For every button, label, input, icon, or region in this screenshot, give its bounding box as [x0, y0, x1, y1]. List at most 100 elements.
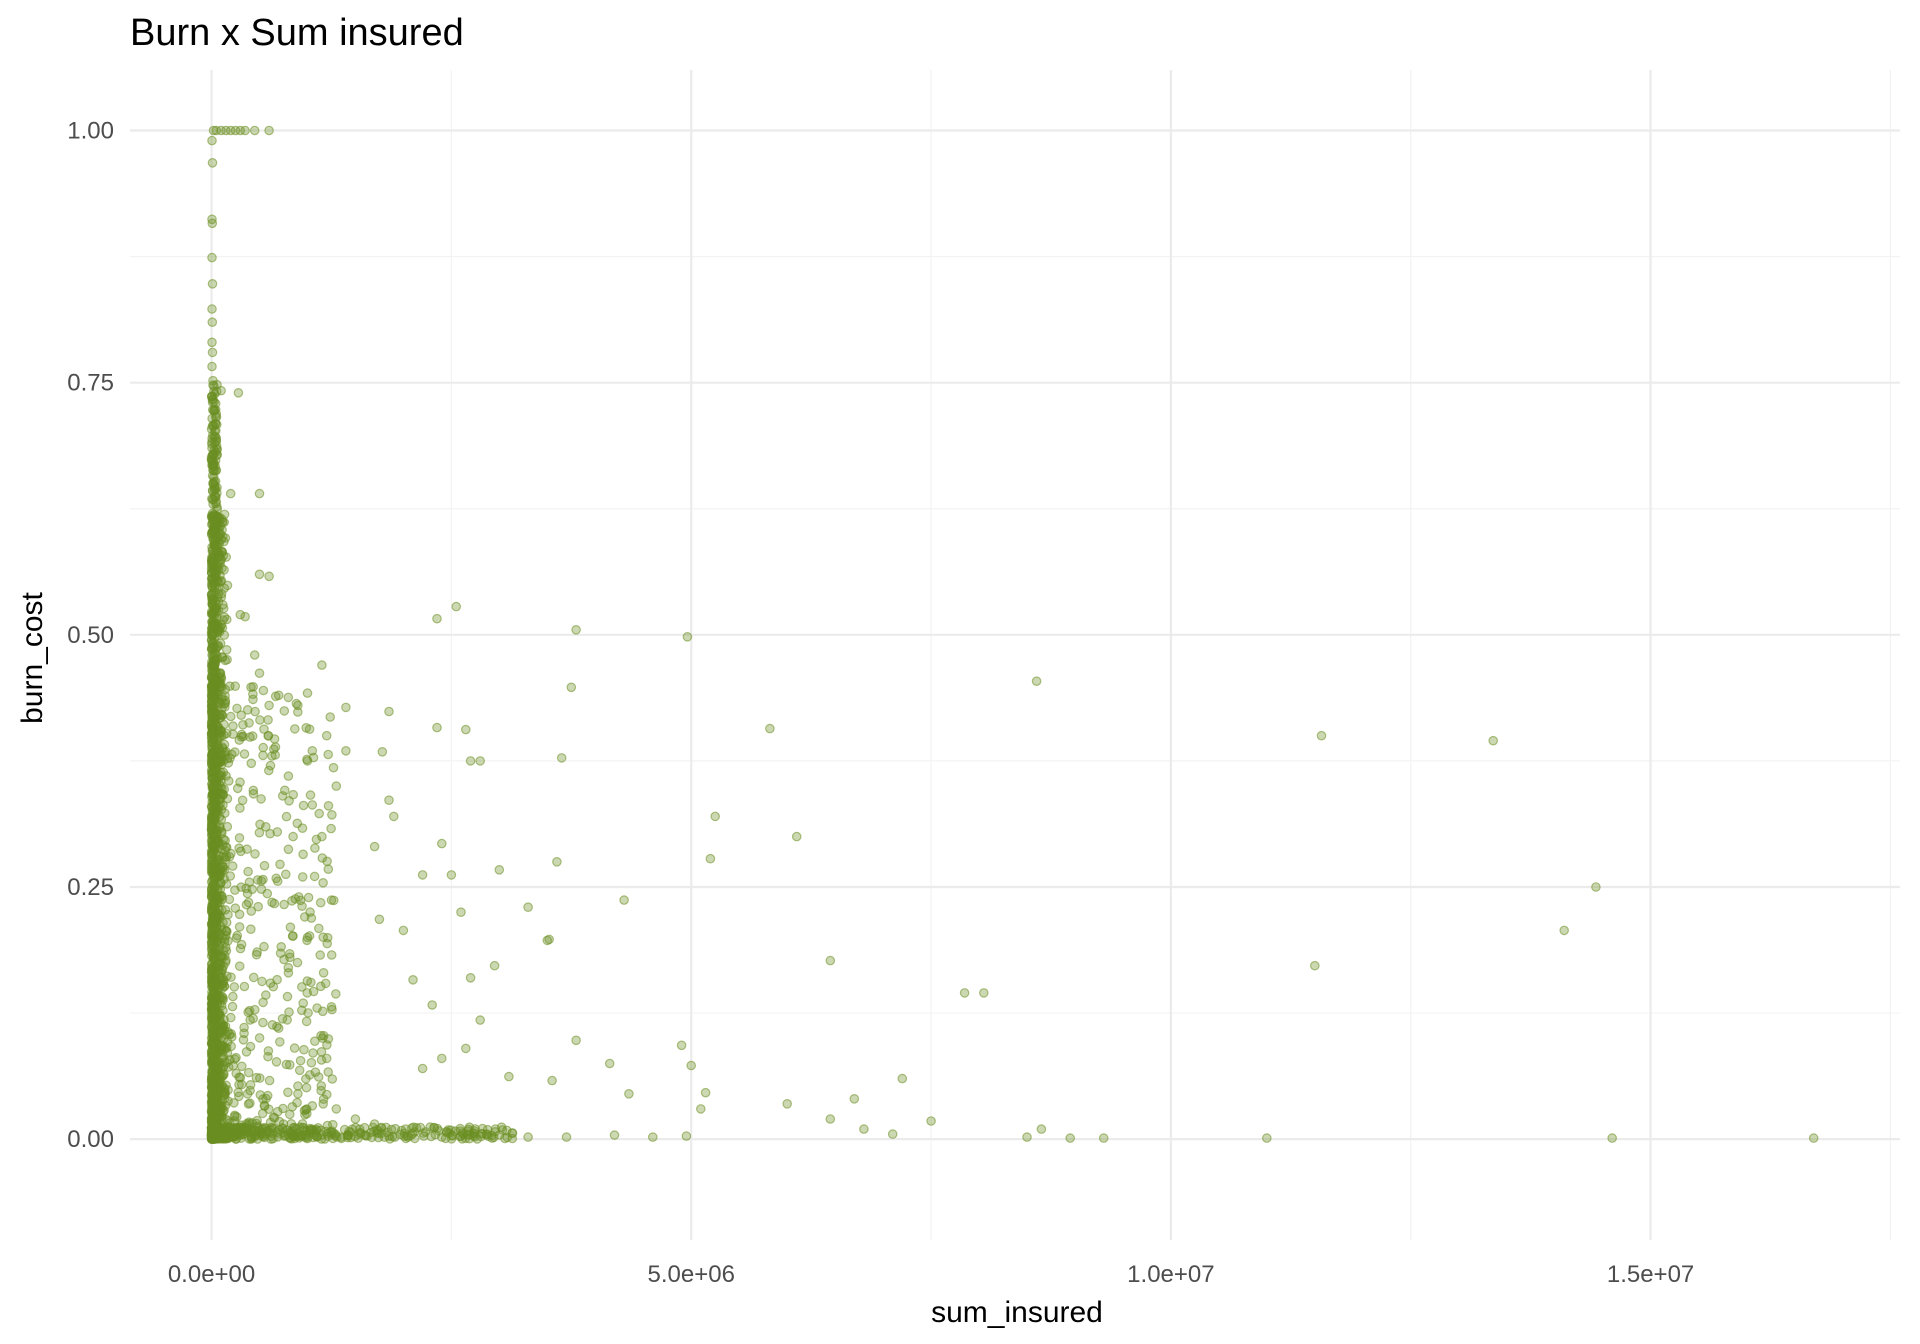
scatter-point	[408, 974, 418, 985]
scatter-point	[959, 988, 970, 998]
y-tick-label: 0.25	[67, 874, 114, 901]
scatter-point	[686, 1060, 696, 1071]
scatter-point	[336, 1133, 347, 1144]
scatter-point	[624, 1089, 634, 1099]
scatter-point	[248, 785, 259, 796]
scatter-point	[215, 668, 226, 678]
scatter-point	[207, 337, 217, 348]
scatter-point	[647, 1132, 658, 1142]
scatter-point	[233, 387, 244, 398]
scatter-point	[1065, 1133, 1075, 1143]
scatter-point	[216, 767, 226, 778]
scatter-point	[436, 1053, 447, 1064]
scatter-point	[507, 1128, 518, 1138]
scatter-point	[1098, 1133, 1109, 1143]
scatter-point	[219, 630, 230, 640]
scatter-point	[300, 1074, 311, 1084]
scatter-point	[681, 1131, 692, 1141]
scatter-point	[207, 252, 217, 263]
scatter-point	[552, 856, 562, 867]
scatter-point	[219, 509, 230, 520]
scatter-point	[460, 724, 471, 735]
scatter-point	[415, 1122, 426, 1133]
scatter-point	[216, 620, 227, 630]
scatter-point	[303, 892, 314, 903]
scatter-point	[228, 991, 238, 1002]
scatter-point	[571, 624, 581, 635]
scatter-point	[298, 998, 308, 1008]
scatter-point	[504, 1071, 514, 1082]
scatter-point	[432, 613, 442, 624]
scatter-point	[293, 1081, 303, 1091]
scatter-point	[246, 758, 257, 769]
scatter-point	[259, 1100, 270, 1111]
chart-title: Burn x Sum insured	[130, 12, 464, 54]
scatter-point	[211, 419, 221, 429]
scatter-point	[1591, 882, 1601, 892]
scatter-point	[270, 691, 281, 702]
scatter-point	[318, 932, 328, 942]
scatter-point	[384, 795, 394, 805]
scatter-point	[238, 731, 248, 742]
scatter-point	[208, 578, 218, 589]
scatter-point	[262, 1090, 273, 1101]
scatter-point	[1022, 1132, 1032, 1142]
scatter-point	[292, 957, 303, 968]
scatter-point	[254, 827, 265, 838]
scatter-point	[248, 694, 258, 705]
scatter-point	[350, 1114, 361, 1124]
scatter-point	[207, 609, 218, 619]
scatter-point	[270, 750, 280, 760]
scatter-point	[237, 795, 248, 806]
scatter-point	[238, 719, 248, 730]
scatter-point	[207, 964, 217, 974]
y-axis-ticks: 0.00 0.25 0.50 0.75 1.00	[67, 118, 114, 1154]
scatter-point	[264, 125, 274, 136]
scatter-point	[291, 698, 302, 709]
scatter-point	[307, 800, 318, 810]
scatter-point	[1036, 1124, 1047, 1134]
scatter-point	[446, 870, 457, 880]
scatter-point	[926, 1116, 936, 1126]
scatter-point	[235, 777, 245, 787]
x-tick-label: 1.5e+07	[1607, 1261, 1694, 1288]
scatter-point	[207, 680, 217, 691]
scatter-point	[242, 704, 253, 715]
scatter-point	[609, 1130, 620, 1140]
scatter-point	[341, 702, 351, 713]
scatter-point	[220, 904, 231, 915]
scatter-point	[269, 1113, 280, 1123]
y-tick-label: 0.00	[67, 1126, 114, 1153]
scatter-point	[314, 808, 324, 819]
scatter-point	[434, 1126, 444, 1136]
scatter-point	[212, 912, 223, 923]
scatter-point	[267, 897, 277, 908]
scatter-point	[304, 931, 315, 941]
x-tick-label: 5.0e+06	[648, 1261, 735, 1288]
scatter-point	[494, 864, 505, 875]
scatter-point	[765, 723, 775, 734]
scatter-point	[222, 654, 232, 665]
scatter-point	[234, 922, 245, 932]
scatter-point	[257, 1108, 268, 1119]
scatter-point	[207, 882, 217, 893]
scatter-point	[417, 870, 428, 880]
scatter-point	[682, 631, 693, 642]
scatter-point	[246, 924, 256, 934]
scatter-point	[465, 756, 476, 766]
scatter-point	[209, 660, 220, 670]
scatter-point	[272, 974, 282, 985]
scatter-point	[257, 976, 267, 987]
scatter-point	[1316, 730, 1327, 741]
scatter-point	[306, 1057, 317, 1068]
scatter-point	[695, 1104, 706, 1114]
scatter-point	[272, 1021, 282, 1032]
scatter-point	[226, 1012, 236, 1023]
scatter-point	[239, 981, 250, 992]
scatter-point	[206, 937, 217, 947]
scatter-point	[207, 317, 218, 327]
scatter-point	[288, 789, 298, 800]
y-axis-title: burn_cost	[16, 591, 49, 723]
scatter-point	[289, 724, 300, 734]
scatter-point	[249, 125, 260, 136]
